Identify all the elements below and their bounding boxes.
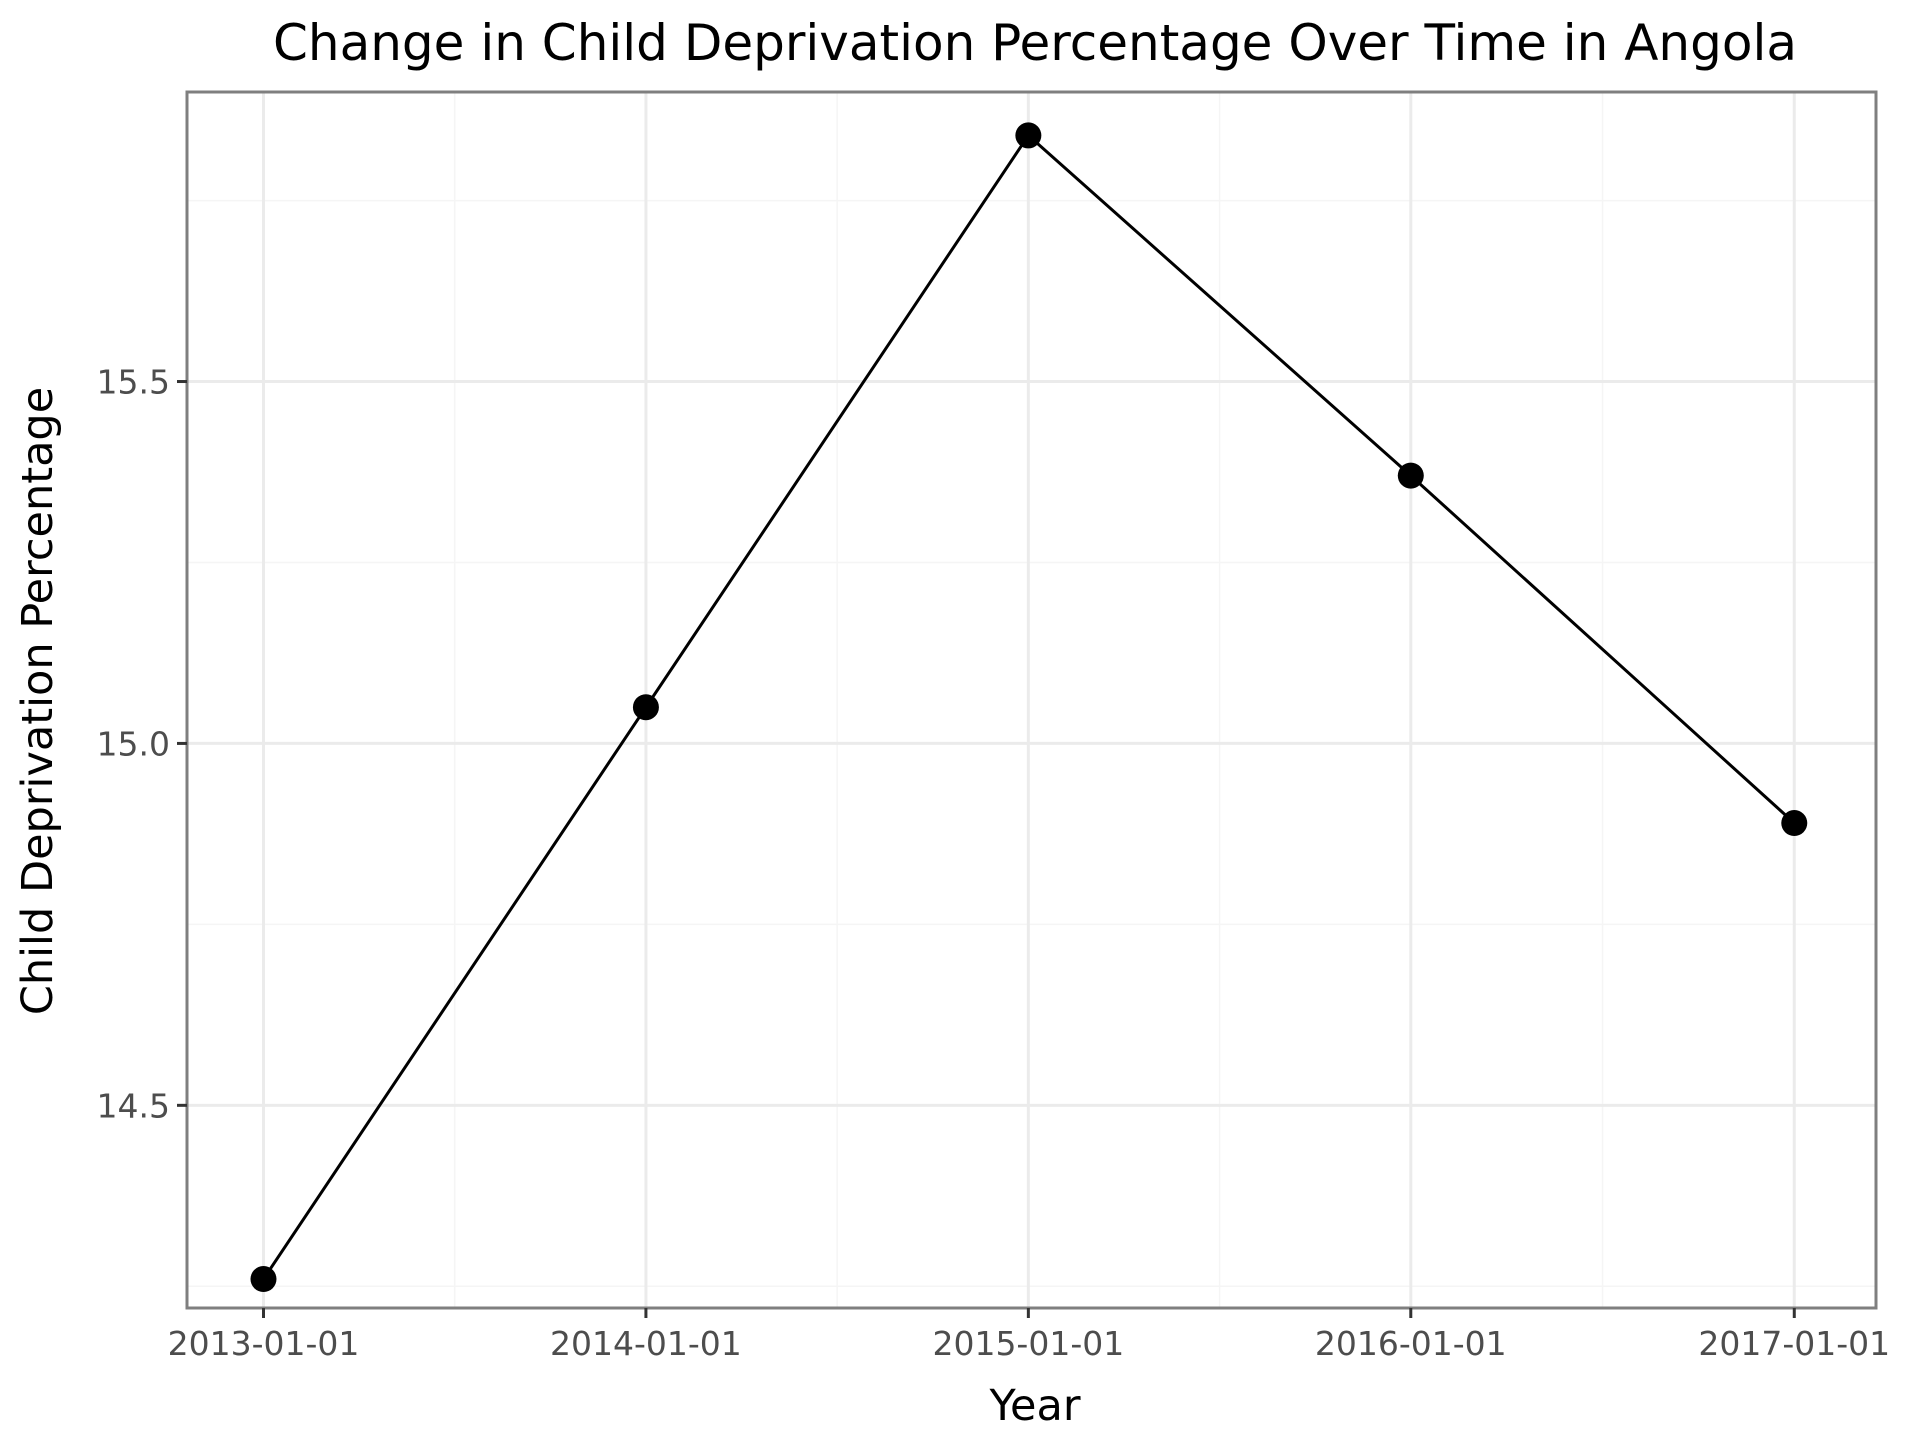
x-tick-label: 2016-01-01 xyxy=(1315,1324,1507,1363)
points-layer xyxy=(250,122,1808,1293)
x-tick-label: 2014-01-01 xyxy=(550,1324,742,1363)
y-axis-title: Child Deprivation Percentage xyxy=(13,387,63,1015)
x-tick-label: 2015-01-01 xyxy=(932,1324,1124,1363)
x-axis-title: Year xyxy=(988,1381,1080,1431)
grid-layer xyxy=(187,92,1876,1308)
y-tick-label: 14.5 xyxy=(97,1086,170,1125)
data-point xyxy=(250,1266,277,1293)
panel-border xyxy=(185,90,1878,1310)
x-tick-label: 2017-01-01 xyxy=(1698,1324,1890,1363)
y-tick-label: 15.0 xyxy=(97,724,170,763)
y-tick-label: 15.5 xyxy=(97,363,170,402)
x-tick-label: 2013-01-01 xyxy=(168,1324,360,1363)
x-axis: 2013-01-01 2014-01-01 2015-01-01 2016-01-01… xyxy=(168,1308,1890,1363)
y-axis: 14.5 15.0 15.5 xyxy=(97,363,187,1125)
data-point xyxy=(1781,810,1808,837)
chart-title: Change in Child Deprivation Percentage O… xyxy=(273,14,1797,72)
data-point xyxy=(1397,462,1424,489)
data-point xyxy=(1015,122,1042,149)
data-point xyxy=(632,694,659,721)
